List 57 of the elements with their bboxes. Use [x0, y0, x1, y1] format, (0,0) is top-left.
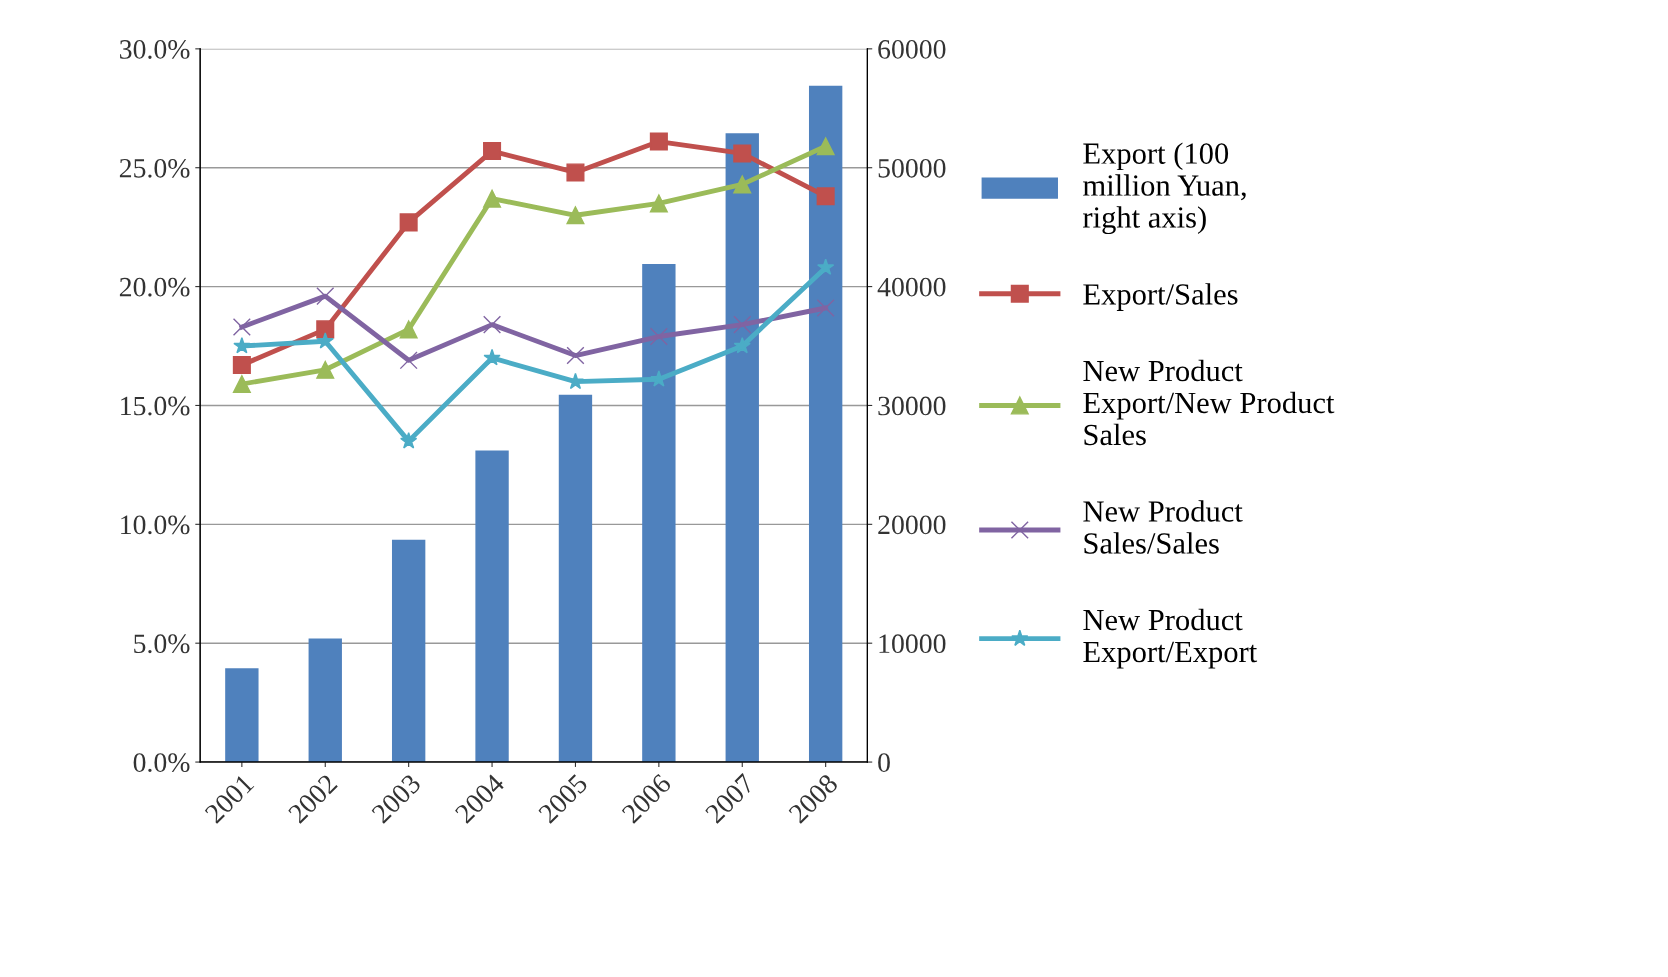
y2-tick-label: 40000 [877, 277, 946, 297]
y2-tick-label: 50000 [878, 158, 946, 178]
y2-tick-label: 30000 [878, 396, 946, 416]
y-tick-label: 15.0% [121, 396, 190, 416]
legend-label: New Product Sales/Sales [1083, 500, 1243, 554]
point [233, 336, 251, 354]
bar [391, 539, 426, 763]
point [316, 287, 335, 306]
point [400, 432, 418, 449]
legend-label: New Product Export/New Product Sales [1083, 359, 1335, 446]
point [399, 213, 418, 232]
point [316, 320, 335, 339]
y-tick-label: 5.0% [134, 634, 190, 654]
point [232, 375, 251, 394]
point [316, 332, 334, 349]
point [566, 346, 585, 365]
point [232, 356, 251, 375]
point [816, 298, 835, 318]
bar [225, 668, 259, 763]
point [483, 348, 501, 366]
y-tick-label: 20.0% [119, 277, 190, 297]
bar [725, 133, 759, 763]
bar [558, 394, 593, 763]
point [649, 194, 668, 213]
point [733, 315, 752, 334]
point [817, 258, 835, 276]
point [399, 320, 418, 339]
y2-tick-label: 60000 [878, 40, 946, 59]
point [316, 360, 335, 379]
point [649, 132, 668, 151]
point [566, 163, 585, 182]
y-tick-label: 30.0% [120, 40, 190, 59]
point [483, 315, 502, 334]
bar [808, 85, 843, 763]
point [733, 144, 752, 163]
y2-tick-label: 0 [878, 753, 890, 772]
legend-label: New Product Export/Export [1083, 608, 1258, 669]
bar [308, 638, 342, 763]
point [483, 189, 502, 208]
point [733, 336, 751, 354]
legend-label: Export (100 million Yuan, right axis) [1083, 142, 1246, 235]
y-tick-label: 25.0% [119, 158, 190, 178]
legend-label: Export/Sales [1083, 283, 1238, 311]
point [816, 187, 835, 206]
point [649, 327, 668, 346]
y2-tick-label: 20000 [878, 515, 946, 535]
point [399, 351, 418, 370]
y-tick-label: 10.0% [121, 515, 190, 535]
bar [642, 264, 676, 763]
y-tick-label: 0.0% [133, 753, 190, 773]
point [733, 175, 752, 194]
point [816, 137, 835, 156]
point [232, 317, 251, 337]
y2-tick-label: 10000 [879, 634, 946, 654]
bar [475, 450, 509, 763]
point [483, 142, 502, 161]
point [566, 206, 585, 225]
